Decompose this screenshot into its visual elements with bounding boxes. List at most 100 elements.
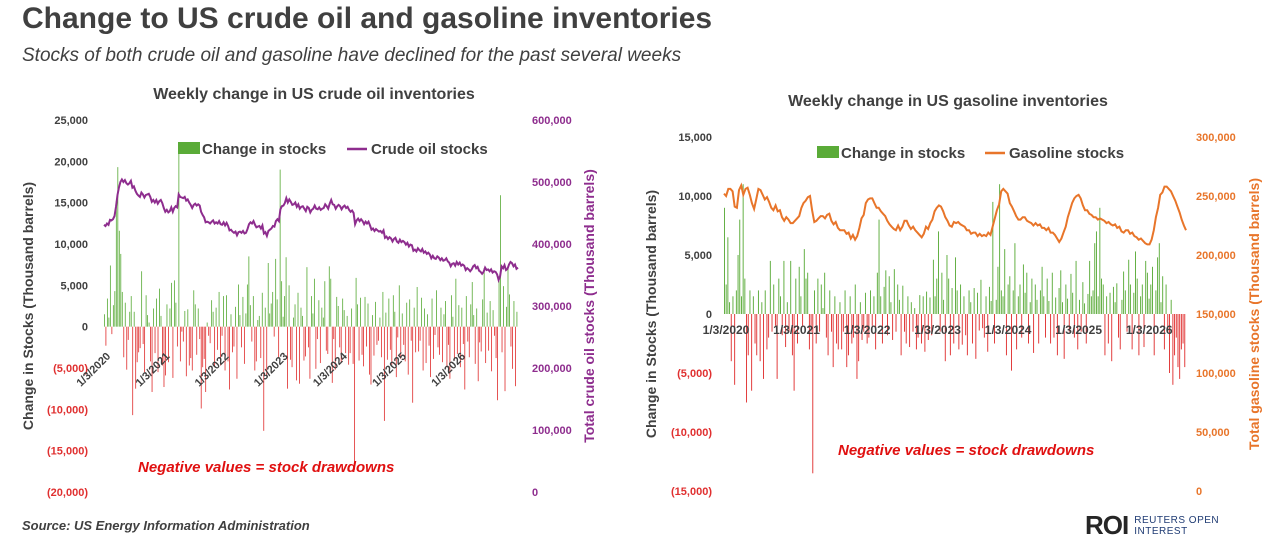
bar-crude — [246, 284, 248, 327]
y-tick-label-gasoline: 5,000 — [684, 250, 712, 262]
bar-crude — [403, 326, 405, 345]
bar-crude — [282, 316, 284, 327]
bar-crude — [193, 290, 195, 327]
bar-gasoline — [800, 296, 802, 314]
bar-gasoline — [868, 314, 870, 338]
bar-gasoline — [727, 237, 729, 314]
bar-crude — [386, 326, 388, 360]
bar-gasoline — [960, 284, 962, 314]
bar-crude — [165, 326, 166, 376]
bar-gasoline — [822, 308, 824, 314]
page-subtitle: Stocks of both crude oil and gasoline ha… — [22, 45, 682, 66]
bar-gasoline — [1184, 314, 1186, 368]
bar-gasoline — [786, 302, 788, 314]
bar-crude — [376, 326, 378, 345]
bar-crude — [363, 326, 364, 367]
bar-crude — [224, 326, 226, 371]
bar-crude — [264, 307, 266, 327]
bar-gasoline — [929, 297, 931, 314]
bar-gasoline — [837, 314, 839, 350]
roi-logo-line1: REUTERS OPEN — [1134, 514, 1220, 526]
bar-gasoline — [1104, 314, 1106, 356]
bar-gasoline — [1031, 278, 1033, 314]
bar-gasoline — [1162, 276, 1164, 314]
bar-crude — [162, 326, 163, 366]
legend-label-line-crude: Crude oil stocks — [371, 141, 488, 158]
annotation-crude: Negative values = stock drawdowns — [138, 459, 394, 476]
y2-axis-label-gasoline: Total gasoline stocks (Thousand barrels) — [1246, 178, 1262, 450]
bar-gasoline — [968, 290, 970, 314]
bar-crude — [296, 326, 297, 381]
bar-gasoline — [844, 290, 846, 314]
bar-gasoline — [1165, 284, 1167, 314]
bar-gasoline — [729, 302, 731, 314]
bar-crude — [348, 326, 350, 365]
y2-tick-label-gasoline: 250,000 — [1196, 191, 1236, 203]
bar-crude — [355, 277, 357, 327]
bar-crude — [109, 265, 111, 327]
bar-gasoline — [847, 314, 849, 356]
y-tick-label-crude: (20,000) — [47, 487, 88, 499]
bar-crude — [276, 299, 278, 327]
bar-crude — [305, 326, 306, 357]
bar-gasoline — [853, 314, 855, 338]
bar-crude — [263, 326, 265, 431]
bar-gasoline — [725, 284, 727, 314]
bar-gasoline — [780, 296, 781, 314]
bar-crude — [369, 326, 370, 375]
bar-crude — [380, 326, 382, 358]
bar-crude — [269, 313, 271, 327]
bar-crude — [127, 326, 129, 340]
bar-gasoline — [1169, 314, 1170, 373]
bar-gasoline — [805, 278, 807, 314]
bar-crude — [424, 308, 425, 327]
bar-gasoline — [983, 314, 985, 338]
bar-gasoline — [747, 314, 749, 356]
bar-crude — [166, 304, 168, 327]
bar-crude — [367, 303, 369, 327]
bar-gasoline — [854, 284, 856, 314]
bar-gasoline — [842, 314, 844, 332]
bar-crude — [471, 282, 473, 327]
bar-gasoline — [1002, 296, 1004, 314]
bar-gasoline — [1034, 284, 1036, 314]
bar-gasoline — [1046, 278, 1048, 314]
bar-gasoline — [1170, 299, 1172, 314]
bar-gasoline — [880, 296, 882, 314]
bar-gasoline — [742, 184, 744, 314]
bar-crude — [176, 326, 178, 347]
bar-crude — [455, 278, 457, 327]
bar-gasoline — [1106, 296, 1108, 314]
bar-crude — [485, 326, 487, 364]
bar-crude — [258, 315, 260, 327]
bar-gasoline — [1038, 314, 1040, 344]
bar-gasoline — [941, 272, 943, 314]
x-tick-label-crude: 1/3/2022 — [193, 350, 232, 389]
bar-crude — [163, 326, 165, 388]
bar-crude — [358, 326, 360, 361]
bar-gasoline — [1182, 314, 1184, 344]
bar-crude — [129, 311, 131, 327]
bar-crude — [379, 317, 381, 327]
bar-crude — [121, 291, 123, 327]
bar-gasoline — [1026, 272, 1028, 314]
bar-gasoline — [1012, 290, 1014, 314]
bar-gasoline — [1065, 284, 1067, 314]
bar-crude — [300, 307, 302, 327]
page-title: Change to US crude oil and gasoline inve… — [22, 2, 713, 35]
y-tick-label-gasoline: 15,000 — [678, 132, 712, 144]
bar-crude — [132, 326, 134, 416]
bar-gasoline — [936, 278, 938, 314]
bar-gasoline — [1128, 259, 1130, 314]
bar-crude — [141, 271, 143, 327]
bar-gasoline — [1011, 314, 1012, 371]
bar-crude — [239, 315, 241, 327]
bar-gasoline — [946, 255, 948, 314]
bar-gasoline — [1138, 314, 1140, 356]
bar-crude — [261, 292, 263, 327]
bar-crude — [278, 326, 280, 358]
bar-gasoline — [1007, 284, 1009, 314]
bar-gasoline — [1084, 303, 1086, 314]
bar-gasoline — [856, 314, 858, 379]
bar-gasoline — [776, 314, 778, 379]
